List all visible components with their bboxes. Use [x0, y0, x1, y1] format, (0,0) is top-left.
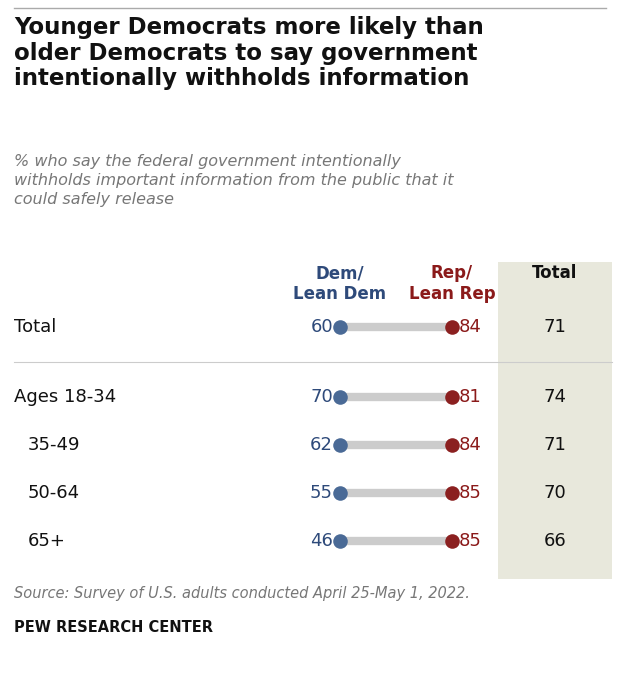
Text: 66: 66: [544, 532, 567, 550]
Text: 84: 84: [459, 436, 482, 454]
Text: 85: 85: [459, 484, 482, 502]
Text: 35-49: 35-49: [28, 436, 81, 454]
Text: % who say the federal government intentionally
withholds important information f: % who say the federal government intenti…: [14, 154, 453, 208]
Text: 70: 70: [310, 388, 333, 406]
Text: 71: 71: [544, 318, 567, 336]
FancyBboxPatch shape: [498, 262, 612, 579]
Text: 60: 60: [311, 318, 333, 336]
Point: [447, 536, 457, 547]
Text: 46: 46: [310, 532, 333, 550]
Text: Source: Survey of U.S. adults conducted April 25-May 1, 2022.: Source: Survey of U.S. adults conducted …: [14, 586, 470, 601]
Text: 62: 62: [310, 436, 333, 454]
Text: 55: 55: [310, 484, 333, 502]
Text: Ages 18-34: Ages 18-34: [14, 388, 117, 406]
Point: [335, 321, 345, 332]
Text: 65+: 65+: [28, 532, 66, 550]
Point: [335, 439, 345, 450]
Text: 84: 84: [459, 318, 482, 336]
Text: Younger Democrats more likely than
older Democrats to say government
intentional: Younger Democrats more likely than older…: [14, 16, 484, 90]
Text: 70: 70: [544, 484, 567, 502]
Text: Rep/
Lean Rep: Rep/ Lean Rep: [409, 264, 495, 303]
Point: [335, 487, 345, 498]
Text: 74: 74: [544, 388, 567, 406]
Point: [447, 321, 457, 332]
Text: 85: 85: [459, 532, 482, 550]
Point: [447, 487, 457, 498]
Point: [335, 536, 345, 547]
Point: [335, 391, 345, 403]
Text: 71: 71: [544, 436, 567, 454]
Point: [447, 439, 457, 450]
Text: 50-64: 50-64: [28, 484, 80, 502]
Text: Total: Total: [14, 318, 56, 336]
Text: Dem/
Lean Dem: Dem/ Lean Dem: [293, 264, 386, 303]
Text: PEW RESEARCH CENTER: PEW RESEARCH CENTER: [14, 620, 213, 635]
Text: 81: 81: [459, 388, 482, 406]
Text: Total: Total: [533, 264, 578, 282]
Point: [447, 391, 457, 403]
